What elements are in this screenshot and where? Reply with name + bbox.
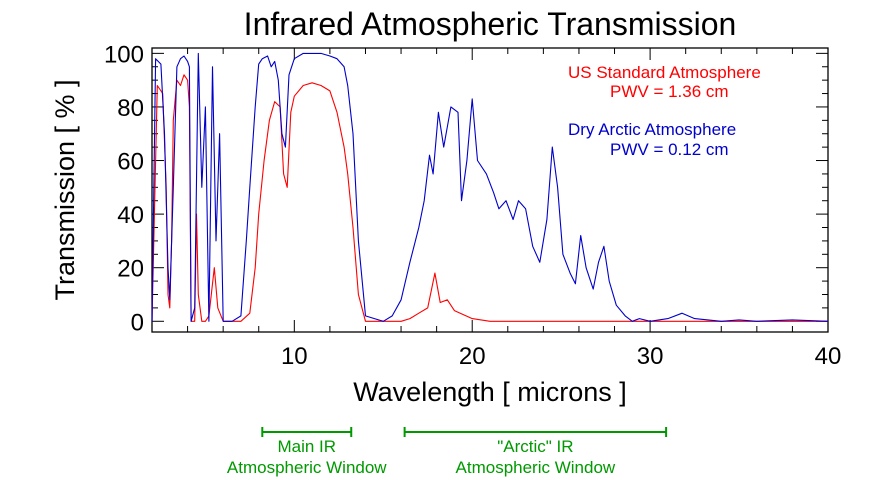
series-line-dry-arctic	[151, 52, 829, 322]
y-tick-label: 0	[131, 309, 144, 336]
plot-border	[151, 47, 829, 333]
axis-ticks: 10 20 30 40 0 20 40 60 80 100	[104, 41, 841, 370]
series-lines	[151, 52, 829, 322]
y-axis-label: Transmission [ % ]	[50, 79, 80, 300]
x-tick-label: 10	[281, 343, 308, 370]
y-tick-label: 40	[117, 202, 144, 229]
x-tick-label: 40	[815, 343, 842, 370]
x-tick-label: 20	[459, 343, 486, 370]
y-tick-label: 60	[117, 149, 144, 176]
plot-frame	[151, 47, 829, 333]
legend-pwv-us-standard: PWV = 1.36 cm	[610, 82, 729, 101]
y-tick-label: 80	[117, 95, 144, 122]
arctic-ir-window-label-line1: "Arctic" IR	[497, 437, 573, 456]
x-axis-label: Wavelength [ microns ]	[353, 377, 627, 407]
chart-title: Infrared Atmospheric Transmission	[244, 6, 737, 42]
window-annotations: Main IR Atmospheric Window "Arctic" IR Atmo…	[227, 427, 668, 477]
y-tick-label: 20	[117, 256, 144, 283]
main-ir-window-label-line1: Main IR	[277, 437, 336, 456]
y-tick-label: 100	[104, 41, 144, 68]
arctic-ir-window-label-line2: Atmospheric Window	[456, 458, 616, 477]
main-ir-window-label-line2: Atmospheric Window	[227, 458, 387, 477]
x-tick-label: 30	[637, 343, 664, 370]
series-line-us-standard	[151, 74, 828, 322]
legend-pwv-dry-arctic: PWV = 0.12 cm	[610, 140, 729, 159]
legend-name-dry-arctic: Dry Arctic Atmosphere	[568, 120, 736, 139]
legend-name-us-standard: US Standard Atmosphere	[568, 63, 761, 82]
